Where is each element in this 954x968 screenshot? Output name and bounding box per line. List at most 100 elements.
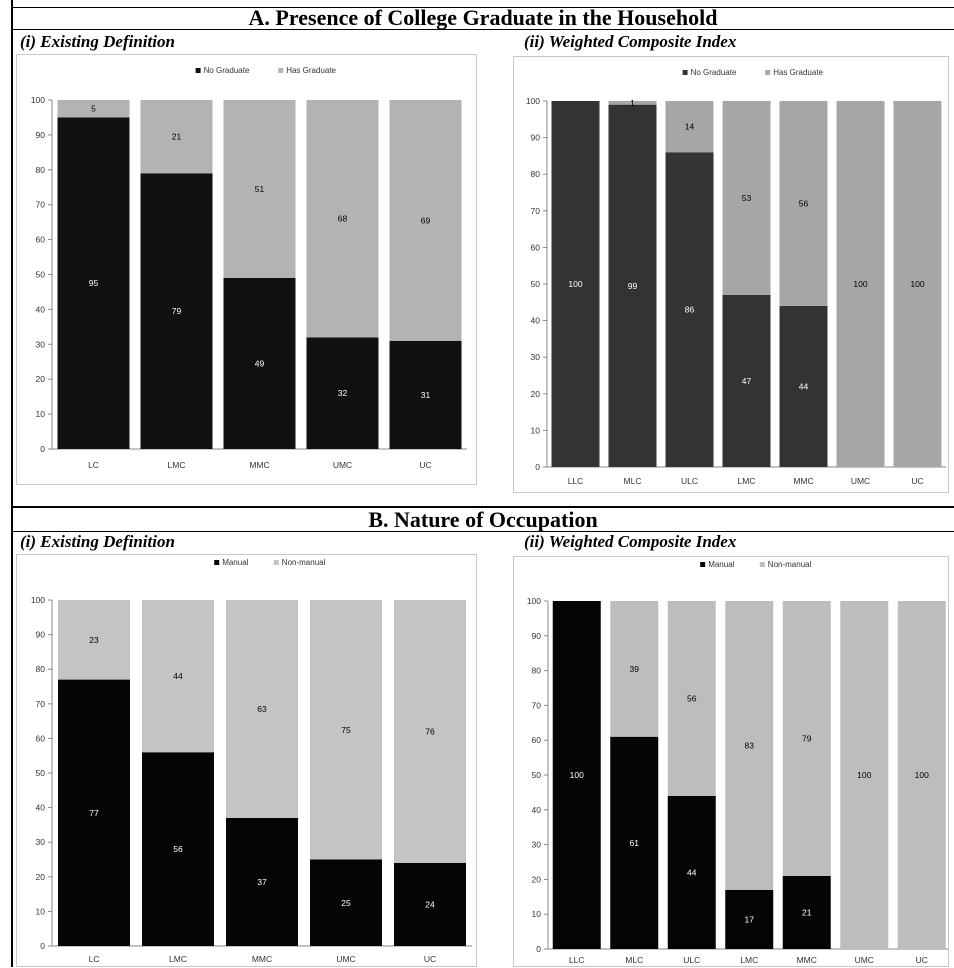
chart-a1-data-label: 51 <box>255 184 265 194</box>
chart-b1-bar-uc-series-0 <box>394 862 466 946</box>
chart-a1-y-tick-label: 40 <box>36 304 46 314</box>
chart-a1-y-tick-label: 70 <box>36 200 46 210</box>
chart-b2-bar-mlc-series-1 <box>610 601 659 737</box>
chart-b2-data-label: 100 <box>857 770 871 780</box>
chart-b2-legend-swatch <box>700 562 706 567</box>
chart-a2-bar-mmc-series-1 <box>779 101 828 306</box>
chart-b1-data-label: 37 <box>257 877 267 887</box>
chart-a2-legend-label: Has Graduate <box>773 68 823 77</box>
chart-a1-y-tick-label: 60 <box>36 235 46 245</box>
chart-a1: 0 10 20 30 40 50 60 70 80 90 100 95 5 LC 79 21 LMC 49 51 MM… <box>16 54 477 485</box>
chart-a1-y-tick-label: 10 <box>36 409 46 419</box>
chart-b2-y-tick-label: 30 <box>532 840 542 850</box>
chart-b2-legend-label: Manual <box>708 560 734 569</box>
chart-b2-y-tick-label: 70 <box>532 700 542 710</box>
chart-b1-category-label: MMC <box>252 954 272 964</box>
section-a-title: A. Presence of College Graduate in the H… <box>248 5 718 30</box>
chart-a2-y-tick-label: 10 <box>531 425 541 435</box>
chart-b1-y-tick-label: 70 <box>36 699 46 709</box>
chart-b2-bar-mmc-series-1 <box>782 601 831 876</box>
chart-a2-data-label: 47 <box>742 376 752 386</box>
chart-a2-bar-ulc-series-0 <box>665 152 714 467</box>
chart-a1-y-tick-label: 20 <box>36 374 46 384</box>
rule-section-b-top <box>11 506 954 508</box>
chart-a2-data-label: 56 <box>799 198 809 208</box>
chart-a1-y-tick-label: 50 <box>36 270 46 280</box>
chart-a1-data-label: 21 <box>172 132 182 142</box>
chart-b1-legend-swatch <box>214 560 220 565</box>
chart-a1-bar-mmc-series-0 <box>223 277 296 449</box>
chart-a1-y-tick-label: 0 <box>40 444 45 454</box>
chart-b1-bar-lc-series-0 <box>58 679 130 946</box>
chart-b1-category-label: LC <box>89 954 100 964</box>
chart-a2-legend-label: No Graduate <box>691 68 737 77</box>
chart-a1-category-label: MMC <box>249 460 269 470</box>
chart-a2-data-label: 100 <box>568 279 582 289</box>
chart-a1-bar-mmc-series-1 <box>223 100 296 278</box>
section-b-panel-1-title: (i) Existing Definition <box>20 532 175 551</box>
chart-a1-y-tick-label: 100 <box>31 95 45 105</box>
chart-a2-bar-lmc-series-1 <box>722 101 771 295</box>
chart-b2-category-label: UC <box>916 955 928 965</box>
chart-b2-category-label: ULC <box>683 955 700 965</box>
chart-a1-legend-swatch <box>195 68 201 73</box>
chart-a2-legend-swatch <box>765 70 771 75</box>
chart-a2-y-tick-label: 100 <box>526 96 540 106</box>
chart-b1-category-label: UMC <box>336 954 355 964</box>
chart-a2-bar-uc-series-1 <box>893 101 942 467</box>
chart-b1-data-label: 63 <box>257 704 267 714</box>
chart-a1-bar-lc-series-1 <box>57 100 130 118</box>
chart-a1-bar-lmc-series-0 <box>140 173 213 449</box>
chart-b2-data-label: 61 <box>630 838 640 848</box>
chart-b2-data-label: 83 <box>745 740 755 750</box>
chart-b2-bar-mmc-series-0 <box>782 875 831 949</box>
chart-a2-data-label: 1 <box>630 98 635 108</box>
chart-b2-category-label: MLC <box>625 955 643 965</box>
chart-b2-data-label: 56 <box>687 693 697 703</box>
chart-a2-data-label: 14 <box>685 122 695 132</box>
chart-b2-y-tick-label: 80 <box>532 666 542 676</box>
chart-a1-data-label: 32 <box>338 388 348 398</box>
chart-a1-bar-lc-series-0 <box>57 117 130 449</box>
chart-b2-bar-lmc-series-0 <box>725 889 774 949</box>
chart-a1-data-label: 68 <box>338 214 348 224</box>
chart-a1-bar-uc-series-0 <box>389 340 462 449</box>
chart-b2-bar-ulc-series-1 <box>667 601 716 796</box>
chart-b2-bar-umc-series-1 <box>840 601 889 949</box>
chart-a1-legend-label: No Graduate <box>204 66 250 75</box>
chart-b2-legend-label: Non-manual <box>768 560 812 569</box>
chart-a2-y-tick-label: 60 <box>531 242 541 252</box>
chart-a1-data-label: 49 <box>255 358 265 368</box>
chart-a1-data-label: 95 <box>89 278 99 288</box>
chart-a1-category-label: UC <box>419 460 431 470</box>
chart-b1-data-label: 25 <box>341 898 351 908</box>
chart-b1-y-tick-label: 90 <box>36 630 46 640</box>
chart-a2-category-label: LLC <box>568 476 584 486</box>
rule-section-a-top <box>11 7 954 8</box>
chart-b1-data-label: 56 <box>173 844 183 854</box>
chart-b1-data-label: 77 <box>89 808 99 818</box>
chart-b1-legend-label: Non-manual <box>282 558 326 567</box>
chart-a2-category-label: MLC <box>624 476 642 486</box>
chart-b1-bar-lmc-series-1 <box>142 600 214 753</box>
chart-a2-bar-llc-series-0 <box>551 101 600 467</box>
chart-a1-bar-umc-series-1 <box>306 100 379 338</box>
chart-a1-legend-swatch <box>278 68 284 73</box>
rule-left <box>11 0 13 967</box>
chart-a2-y-tick-label: 80 <box>531 169 541 179</box>
chart-a2-data-label: 99 <box>628 281 638 291</box>
chart-b2-bar-ulc-series-0 <box>667 795 716 949</box>
rule-section-b-bottom <box>11 531 954 532</box>
chart-b1-bar-umc-series-0 <box>310 859 382 946</box>
chart-a1-legend-label: Has Graduate <box>286 66 336 75</box>
chart-b2-data-label: 79 <box>802 733 812 743</box>
chart-a1-y-tick-label: 90 <box>36 130 46 140</box>
chart-a2: 0 10 20 30 40 50 60 70 80 90 100 100 LLC 99 1 MLC 86 14 UL… <box>513 56 949 493</box>
chart-a2-y-tick-label: 40 <box>531 316 541 326</box>
chart-a1-data-label: 79 <box>172 306 182 316</box>
chart-b2-data-label: 21 <box>802 907 812 917</box>
chart-b2-y-tick-label: 50 <box>532 770 542 780</box>
chart-b2-category-label: LLC <box>569 955 585 965</box>
chart-a1-data-label: 31 <box>421 390 431 400</box>
